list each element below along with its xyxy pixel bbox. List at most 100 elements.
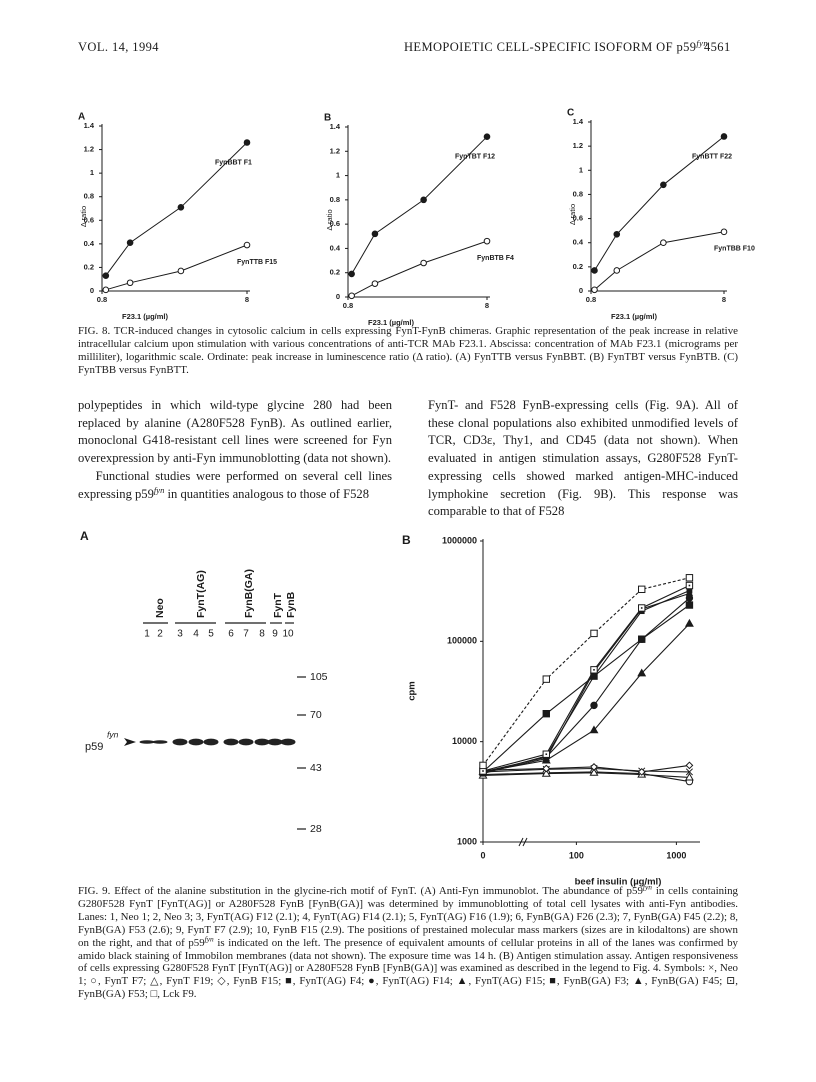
series-label: FynBBT F1 bbox=[215, 159, 252, 166]
marker bbox=[589, 767, 599, 776]
marker bbox=[483, 133, 491, 141]
marker bbox=[591, 286, 598, 294]
marker bbox=[591, 267, 598, 274]
marker bbox=[685, 761, 694, 770]
y-tick-label: 0.8 bbox=[573, 189, 583, 198]
header-title: HEMOPOIETIC CELL-SPECIFIC ISOFORM OF p59… bbox=[404, 37, 709, 55]
blot-band bbox=[152, 740, 168, 744]
y-tick-label: 0 bbox=[90, 286, 94, 295]
marker bbox=[685, 768, 693, 776]
lane-number: 3 bbox=[177, 629, 183, 640]
panel-letter: A bbox=[78, 112, 85, 123]
y-tick-label: 100000 bbox=[447, 636, 477, 646]
marker bbox=[420, 196, 427, 204]
marker bbox=[542, 709, 550, 718]
marker bbox=[720, 228, 728, 236]
marker bbox=[243, 139, 251, 146]
y-tick-label: 1.4 bbox=[84, 121, 95, 130]
series-line bbox=[594, 231, 725, 291]
text-run: polypeptides in which wild-type glycine … bbox=[78, 398, 392, 466]
panel-letter: A bbox=[80, 529, 89, 543]
y-tick-label: 0.2 bbox=[84, 262, 94, 271]
superscript: fyn bbox=[204, 934, 214, 943]
x-tick-label: 0.8 bbox=[586, 295, 596, 304]
marker bbox=[126, 279, 134, 287]
text-run: Functional studies were performed on sev… bbox=[78, 468, 392, 501]
x-axis-label: beef insulin (µg/ml) bbox=[575, 877, 662, 888]
superscript: fyn bbox=[696, 37, 709, 48]
y-tick-label: 0.4 bbox=[84, 239, 95, 248]
marker bbox=[684, 618, 694, 627]
y-tick-label: 1.4 bbox=[573, 117, 584, 126]
marker-dot bbox=[640, 607, 643, 609]
series-label: FynTBB F10 bbox=[714, 246, 755, 253]
series-line bbox=[105, 142, 248, 276]
series-label: FynTBT F12 bbox=[455, 154, 495, 161]
lane-group-label: Neo bbox=[154, 598, 166, 618]
lane-group-label: FynT bbox=[272, 592, 284, 618]
y-tick-label: 0.6 bbox=[573, 214, 583, 223]
y-tick-label: 1.2 bbox=[84, 145, 94, 154]
paragraph: Functional studies were performed on sev… bbox=[78, 468, 392, 503]
marker bbox=[613, 267, 621, 274]
marker bbox=[126, 239, 134, 246]
marker bbox=[685, 574, 694, 582]
marker-dot bbox=[593, 669, 595, 671]
marker bbox=[348, 270, 355, 278]
x-tick-label: 1000 bbox=[666, 850, 686, 860]
y-tick-label: 1 bbox=[336, 171, 340, 180]
y-tick-label: 1 bbox=[579, 165, 583, 174]
marker bbox=[637, 668, 647, 677]
y-tick-label: 1000000 bbox=[442, 535, 477, 545]
marker bbox=[613, 230, 621, 238]
x-axis-label: F23.1 (µg/ml) bbox=[122, 312, 168, 321]
series-label: FynTTB F15 bbox=[237, 259, 277, 266]
x-tick-label: 8 bbox=[485, 301, 489, 310]
marker bbox=[420, 259, 427, 267]
y-axis-label: Δ ratio bbox=[568, 204, 577, 225]
marker bbox=[638, 635, 646, 643]
lane-number: 4 bbox=[193, 629, 199, 640]
marker bbox=[685, 589, 694, 596]
x-tick-label: 0.8 bbox=[343, 301, 353, 310]
marker bbox=[685, 601, 694, 609]
text-run: HEMOPOIETIC CELL-SPECIFIC ISOFORM OF p59 bbox=[404, 40, 697, 54]
y-tick-label: 0.4 bbox=[330, 243, 341, 252]
text-column: polypeptides in which wild-type glycine … bbox=[78, 397, 392, 503]
marker bbox=[590, 763, 598, 771]
marker bbox=[371, 230, 379, 238]
y-tick-label: 0 bbox=[336, 292, 340, 301]
marker bbox=[348, 292, 355, 300]
series-line bbox=[482, 623, 690, 773]
panel-letter: B bbox=[402, 533, 411, 547]
paragraph: FynT- and F528 FynB-expressing cells (Fi… bbox=[428, 397, 738, 521]
marker-dot bbox=[482, 770, 484, 772]
arrowhead bbox=[124, 738, 136, 746]
marker bbox=[638, 585, 646, 594]
marker bbox=[637, 767, 646, 776]
text-column: FynT- and F528 FynB-expressing cells (Fi… bbox=[428, 397, 738, 521]
marker bbox=[541, 768, 551, 777]
marker bbox=[542, 675, 550, 683]
protein-superscript: fyn bbox=[107, 729, 119, 739]
y-tick-label: 1.2 bbox=[573, 141, 583, 150]
header-volume: VOL. 14, 1994 bbox=[78, 40, 159, 54]
marker bbox=[243, 241, 251, 249]
marker bbox=[483, 237, 491, 245]
y-tick-label: 0.6 bbox=[84, 215, 94, 224]
lane-group-label: FynT(AG) bbox=[195, 570, 207, 618]
blot-band bbox=[188, 738, 204, 746]
series-line bbox=[105, 244, 248, 291]
marker bbox=[542, 754, 550, 761]
marker bbox=[590, 701, 598, 710]
superscript: fyn bbox=[642, 882, 652, 892]
marker bbox=[479, 761, 487, 770]
x-tick-label: 8 bbox=[722, 295, 726, 304]
marker bbox=[684, 772, 694, 781]
lane-number: 1 bbox=[144, 629, 150, 640]
lane-group-label: FynB(GA) bbox=[243, 569, 255, 618]
y-axis-label: Δ ratio bbox=[325, 209, 334, 230]
x-tick-label: 100 bbox=[569, 850, 584, 860]
